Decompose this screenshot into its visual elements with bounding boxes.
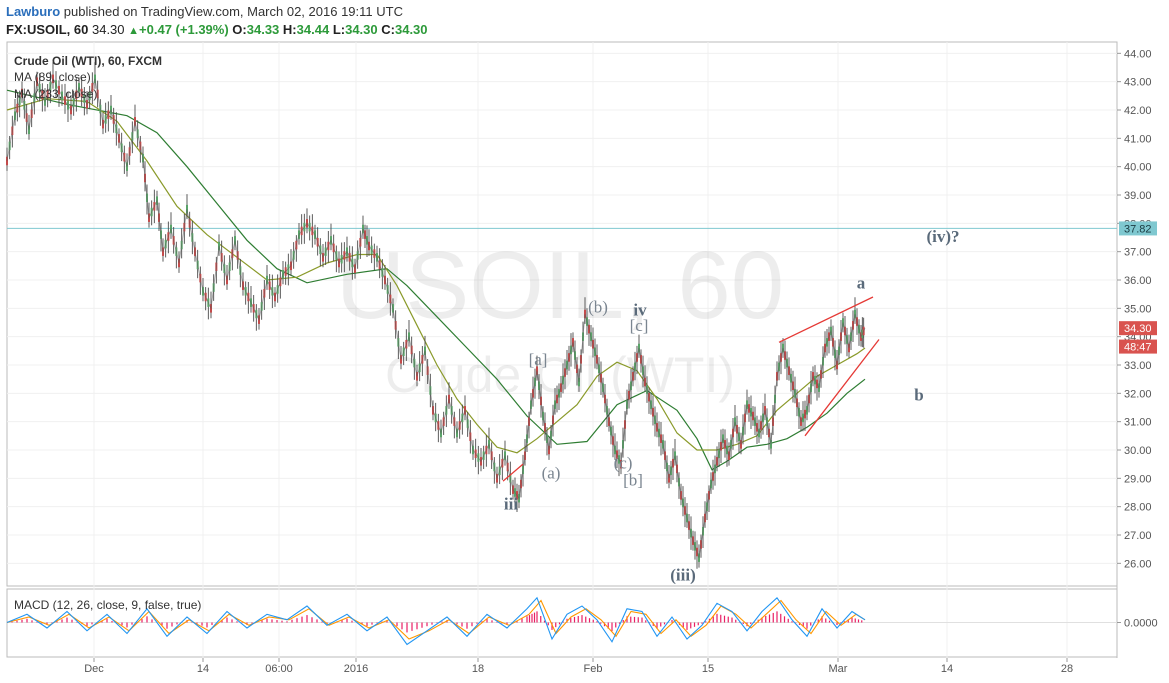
- quote-line: FX:USOIL, 60 34.30 ▲+0.47 (+1.39%) O:34.…: [6, 22, 428, 37]
- x-tick-label: 2016: [344, 663, 368, 675]
- y-tick-label: 35.00: [1124, 303, 1152, 315]
- price-label-box: [1119, 221, 1157, 236]
- ma89-line: [6, 98, 866, 454]
- price-label: 37.82: [1124, 223, 1152, 235]
- time-axis[interactable]: Dec 14 06:00 2016 18 Feb 15 Mar 14 28: [84, 658, 1073, 675]
- y-tick-label: 33.00: [1124, 360, 1152, 372]
- macd-pane: 0.0000: [6, 596, 1158, 646]
- last-price: 34.30: [91, 22, 125, 37]
- y-tick-label: 39.00: [1124, 190, 1152, 202]
- macd-legend[interactable]: MACD (12, 26, close, 9, false, true): [14, 598, 201, 612]
- trendlines[interactable]: [502, 296, 880, 482]
- published-text: published on TradingView.com, March 02, …: [63, 4, 403, 19]
- x-tick-label: 06:00: [265, 663, 293, 675]
- price-series: [6, 62, 866, 569]
- trendline: [778, 296, 874, 343]
- macd-line: [6, 596, 866, 646]
- wave-label: [a]: [529, 350, 548, 369]
- open-value: 34.33: [246, 22, 280, 37]
- y-tick-label: 42.00: [1124, 105, 1152, 117]
- x-tick-label: Dec: [84, 663, 104, 675]
- wave-label: (c): [614, 453, 633, 472]
- x-tick-label: 28: [1061, 663, 1073, 675]
- high-label: H:: [282, 22, 297, 37]
- wave-labels: iii [a] (a) (b) iv[c] (c)[b] (iii) a (iv)? b: [504, 227, 960, 585]
- y-tick-label: 43.00: [1124, 77, 1152, 89]
- wave-label: [b]: [623, 470, 643, 489]
- author-name[interactable]: Lawburo: [6, 4, 61, 19]
- x-tick-label: 18: [472, 663, 484, 675]
- y-tick-label: 36.00: [1124, 275, 1152, 287]
- x-tick-label: Feb: [584, 663, 603, 675]
- open-label: O:: [232, 22, 247, 37]
- y-tick-label: 44.00: [1124, 48, 1152, 60]
- publish-line: Lawburo published on TradingView.com, Ma…: [6, 4, 403, 19]
- low-label: L:: [332, 22, 346, 37]
- price-change: +0.47 (+1.39%): [139, 22, 229, 37]
- y-tick-label: 40.00: [1124, 162, 1152, 174]
- y-tick-label: 41.00: [1124, 133, 1152, 145]
- x-tick-label: Mar: [829, 663, 848, 675]
- wave-label: iv: [633, 300, 647, 319]
- price-label: 48:47: [1124, 342, 1152, 354]
- price-label-box: [1119, 321, 1157, 336]
- y-tick-label: 37.00: [1124, 247, 1152, 259]
- up-arrow-icon: ▲: [128, 25, 140, 37]
- x-tick-label: 14: [941, 663, 953, 675]
- macd-axis-label: 0.0000: [1124, 618, 1158, 630]
- x-tick-label: 15: [702, 663, 714, 675]
- wave-label: (iv)?: [926, 227, 959, 246]
- price-label-box: [1119, 339, 1157, 354]
- close-label: C:: [381, 22, 395, 37]
- y-tick-label: 32.00: [1124, 388, 1152, 400]
- price-line: [6, 77, 866, 558]
- price-axis[interactable]: 44.0043.0042.0041.0040.0039.0038.0037.00…: [1117, 48, 1157, 570]
- y-tick-label: 30.00: [1124, 445, 1152, 457]
- wave-label: b: [914, 385, 923, 404]
- chart-title: Crude Oil (WTI), 60, FXCM: [14, 54, 162, 68]
- wave-label: (iii): [670, 565, 696, 584]
- chart-header: Lawburo published on TradingView.com, Ma…: [0, 0, 1169, 42]
- wave-label: [c]: [630, 316, 649, 335]
- wave-label: (a): [542, 463, 561, 482]
- price-label: 34.30: [1124, 323, 1152, 335]
- main-pane-border: [6, 41, 1118, 587]
- trendline: [502, 463, 524, 482]
- symbol-label: FX:USOIL, 60: [6, 22, 89, 37]
- ma233-legend[interactable]: MA (233, close): [14, 87, 97, 101]
- high-value: 34.44: [296, 22, 330, 37]
- y-tick-label: 26.00: [1124, 558, 1152, 570]
- close-value: 34.30: [394, 22, 428, 37]
- ma89-legend[interactable]: MA (89, close): [14, 70, 91, 84]
- x-tick-label: 14: [197, 663, 209, 675]
- y-tick-label: 27.00: [1124, 530, 1152, 542]
- wave-label: a: [857, 274, 866, 293]
- trendline: [804, 339, 880, 437]
- wave-label: iii: [504, 495, 518, 514]
- y-tick-label: 29.00: [1124, 473, 1152, 485]
- ma233-line: [6, 89, 866, 471]
- watermark-symbol: USOIL, 60: [336, 232, 784, 339]
- low-value: 34.30: [345, 22, 378, 37]
- wave-label: (b): [588, 298, 608, 317]
- y-tick-label: 31.00: [1124, 417, 1152, 429]
- y-tick-label: 28.00: [1124, 502, 1152, 514]
